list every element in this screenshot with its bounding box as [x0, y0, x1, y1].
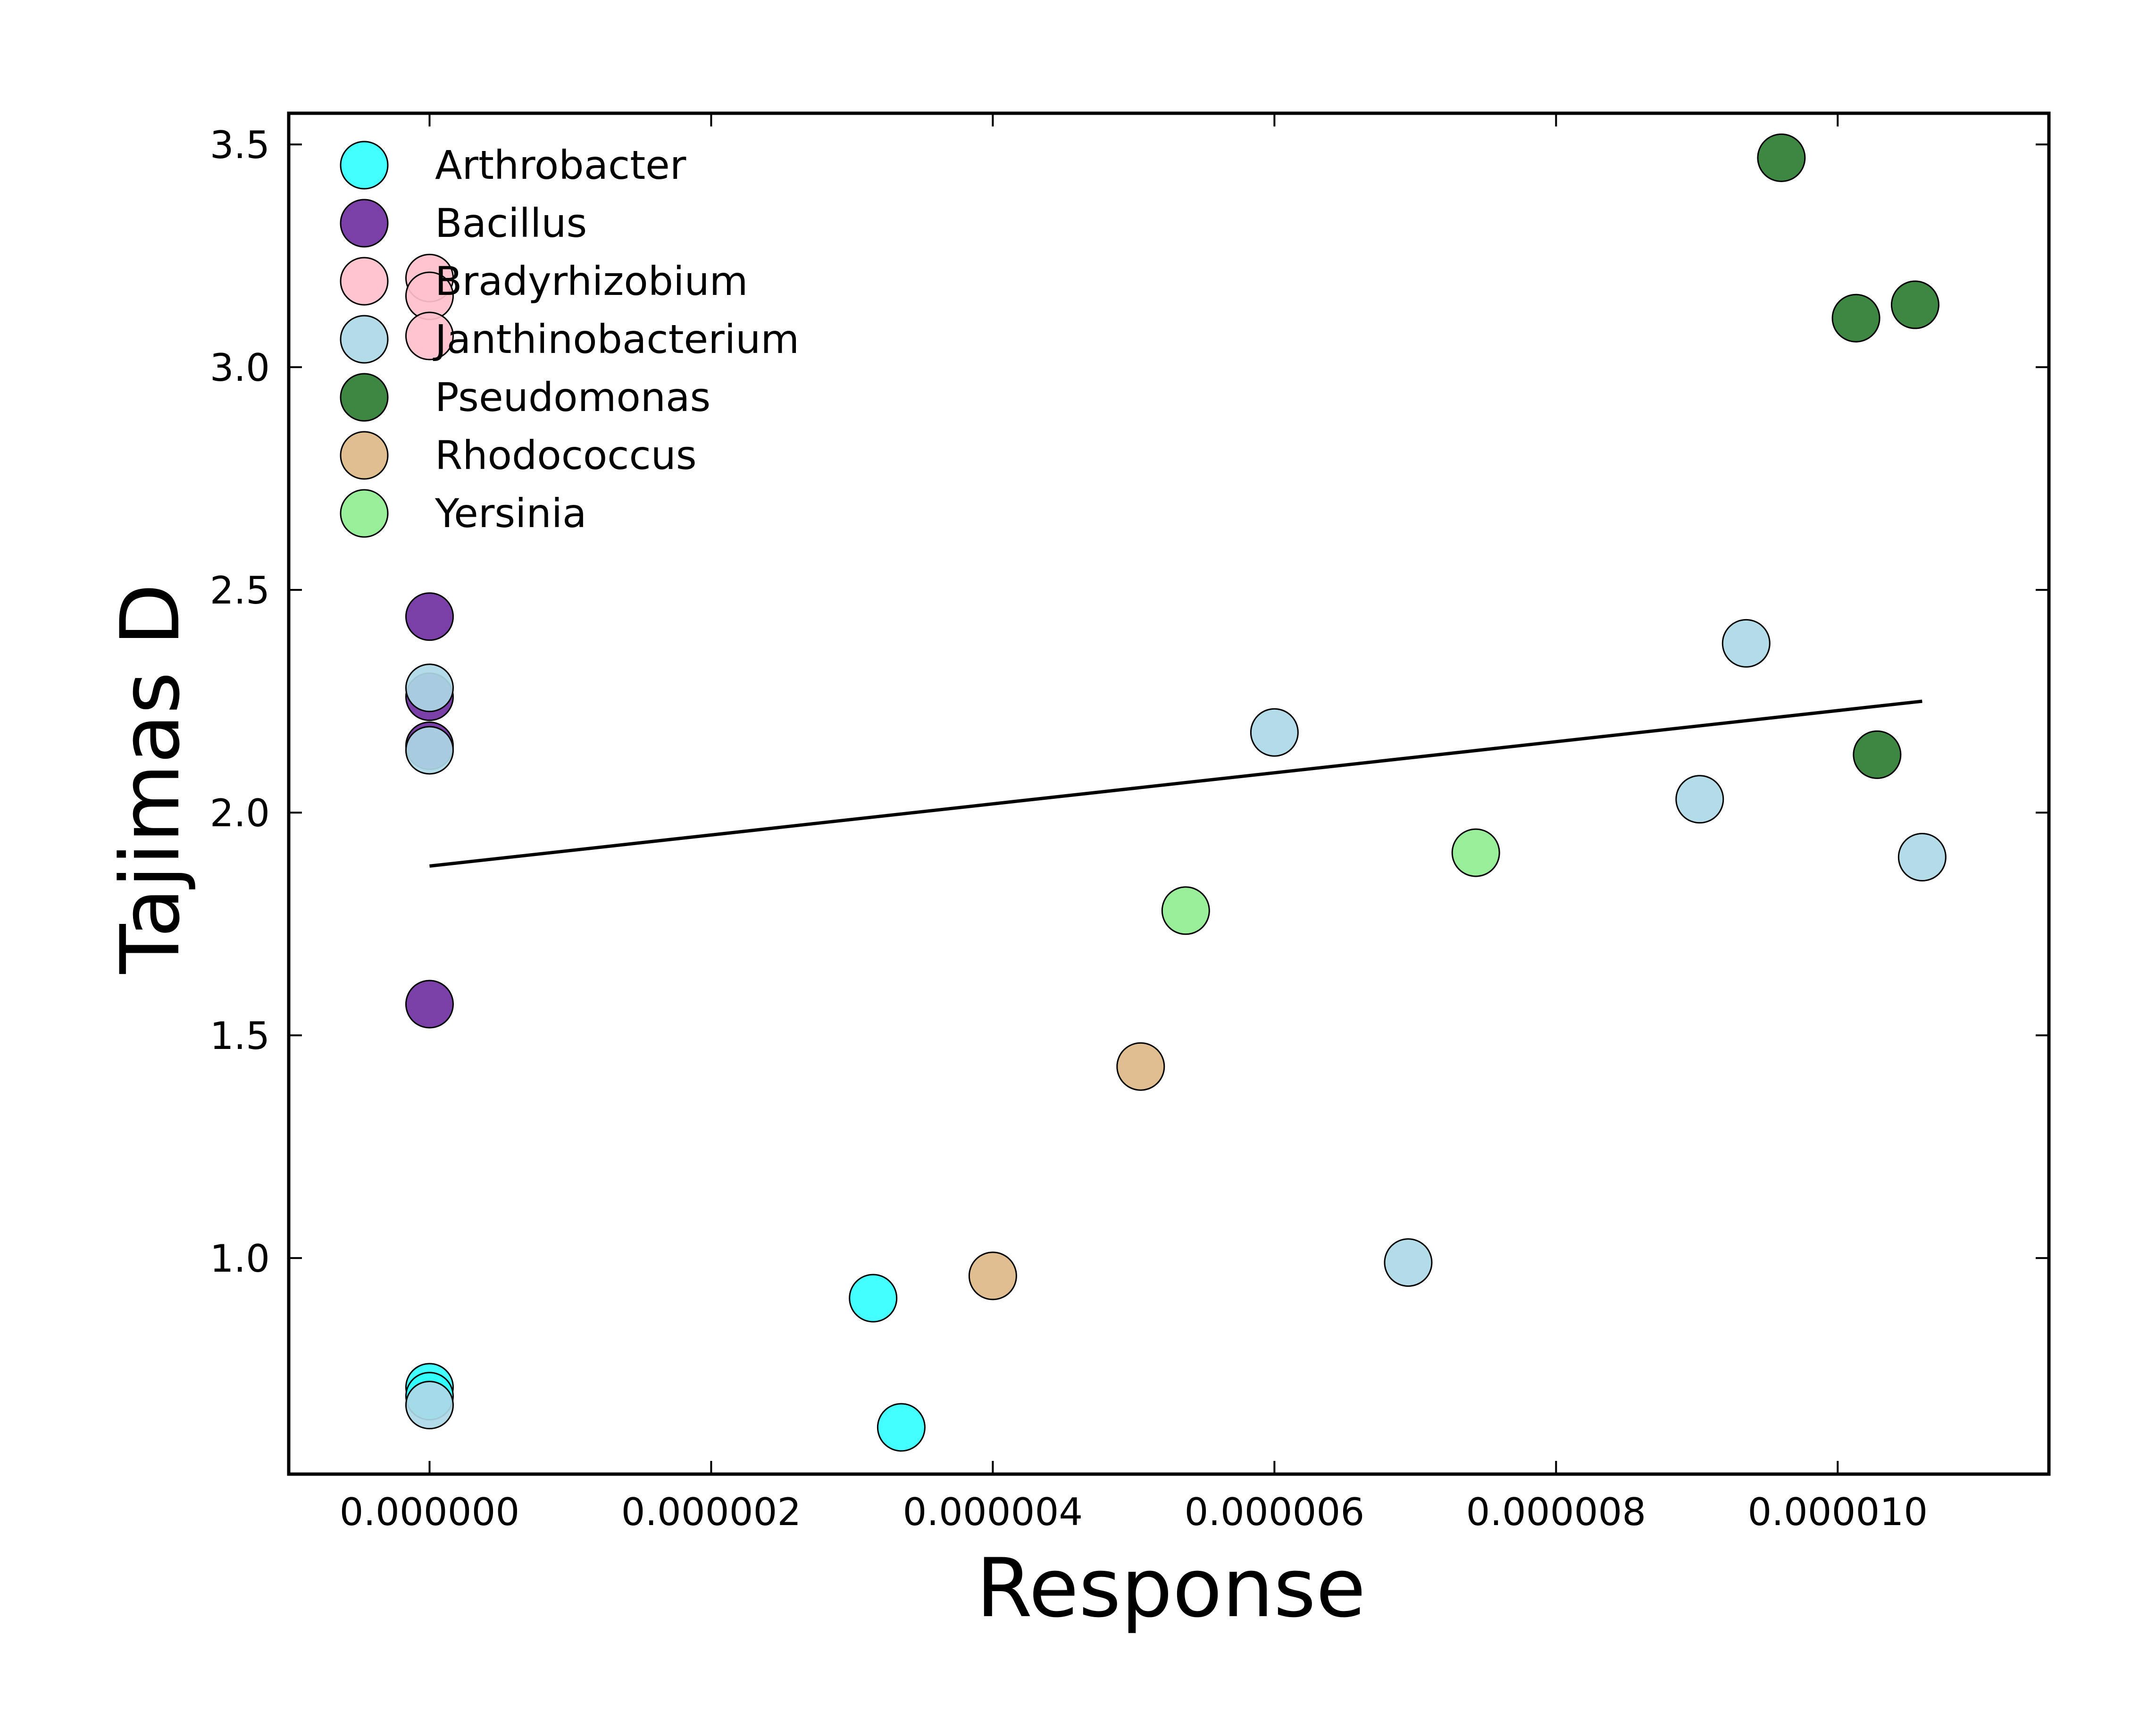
data-point	[1675, 775, 1724, 824]
y-tick-label: 1.5	[210, 1014, 270, 1058]
data-point	[1451, 828, 1500, 877]
legend-label: Yersinia	[435, 490, 587, 537]
legend-marker	[340, 489, 389, 538]
data-point	[405, 1381, 454, 1430]
x-tick-label: 0.000002	[621, 1490, 802, 1534]
legend-marker	[340, 257, 389, 306]
y-tick-label: 3.0	[210, 346, 270, 390]
data-point	[1384, 1238, 1433, 1287]
legend-marker	[340, 431, 389, 480]
legend: Arthrobacter Bacillus Bradyrhizobium Janthi…	[340, 141, 799, 538]
data-point	[1853, 730, 1902, 779]
legend-marker	[340, 373, 389, 422]
legend-label: Janthinobacterium	[433, 316, 799, 362]
data-point	[1161, 886, 1210, 935]
legend-label: Rhodococcus	[435, 432, 697, 478]
data-point	[405, 663, 454, 713]
legend-marker	[340, 199, 389, 248]
data-point	[405, 592, 454, 641]
x-tick-label: 0.000004	[903, 1490, 1083, 1534]
x-tick-label: 0.000008	[1466, 1490, 1646, 1534]
data-point	[1831, 294, 1880, 343]
x-tick-label: 0.000000	[340, 1490, 520, 1534]
data-point	[1897, 833, 1947, 882]
data-point	[1250, 708, 1299, 757]
data-point	[849, 1274, 898, 1323]
legend-label: Pseudomonas	[435, 374, 710, 420]
legend-marker	[340, 315, 389, 364]
legend-label: Bacillus	[435, 200, 587, 246]
x-tick-label: 0.000010	[1747, 1490, 1928, 1534]
y-axis-label: Tajimas D	[103, 583, 198, 974]
axis-ticks: 0.000000 0.000002 0.000004 0.000006 0.000008…	[210, 113, 2049, 1534]
data-point	[1890, 280, 1939, 329]
legend-label: Arthrobacter	[435, 142, 686, 188]
y-tick-label: 1.0	[210, 1237, 270, 1281]
legend-marker	[340, 141, 389, 190]
plot-area	[287, 111, 2051, 1476]
data-point	[968, 1251, 1017, 1300]
data-point	[1116, 1042, 1165, 1091]
data-point	[405, 980, 454, 1029]
y-tick-label: 3.5	[210, 123, 270, 167]
legend-label: Bradyrhizobium	[435, 258, 748, 304]
y-tick-label: 2.0	[210, 791, 270, 835]
data-point	[1757, 133, 1806, 182]
regression-line	[429, 699, 1922, 868]
data-point	[405, 726, 454, 775]
x-axis-label: Response	[976, 1541, 1366, 1635]
x-tick-label: 0.000006	[1185, 1490, 1365, 1534]
axes-frame	[287, 111, 2051, 1476]
data-point	[1721, 619, 1771, 668]
y-tick-label: 2.5	[210, 569, 270, 612]
data-point	[877, 1403, 926, 1452]
data-point	[405, 311, 454, 361]
